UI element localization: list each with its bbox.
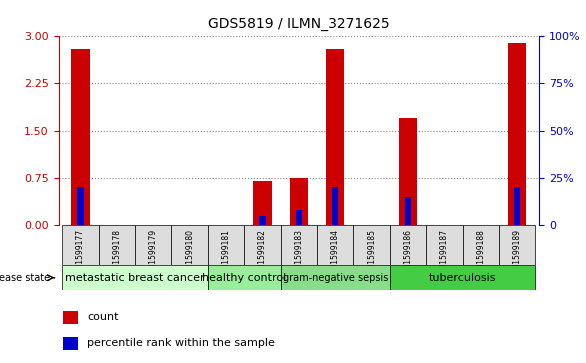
FancyBboxPatch shape [281, 265, 390, 290]
FancyBboxPatch shape [62, 225, 98, 265]
FancyBboxPatch shape [353, 225, 390, 265]
Bar [259, 216, 265, 225]
Bar [253, 181, 271, 225]
FancyBboxPatch shape [281, 225, 317, 265]
FancyBboxPatch shape [62, 265, 208, 290]
Text: percentile rank within the sample: percentile rank within the sample [87, 338, 275, 348]
Text: GSM1599179: GSM1599179 [149, 229, 158, 280]
Bar [296, 210, 302, 225]
Text: metastatic breast cancer: metastatic breast cancer [65, 273, 205, 283]
Bar [399, 118, 417, 225]
Text: GSM1599181: GSM1599181 [222, 229, 230, 280]
FancyBboxPatch shape [463, 225, 499, 265]
Text: GSM1599184: GSM1599184 [331, 229, 340, 280]
FancyBboxPatch shape [135, 225, 172, 265]
Text: GSM1599178: GSM1599178 [113, 229, 121, 280]
Text: GSM1599187: GSM1599187 [440, 229, 449, 280]
Text: GSM1599182: GSM1599182 [258, 229, 267, 280]
Text: GSM1599189: GSM1599189 [513, 229, 522, 280]
FancyBboxPatch shape [208, 225, 244, 265]
FancyBboxPatch shape [390, 225, 426, 265]
Bar [514, 187, 520, 225]
Text: disease state: disease state [0, 273, 50, 283]
Text: GSM1599183: GSM1599183 [294, 229, 304, 280]
FancyBboxPatch shape [317, 225, 353, 265]
Text: GSM1599180: GSM1599180 [185, 229, 194, 280]
Bar [63, 311, 78, 324]
FancyBboxPatch shape [244, 225, 281, 265]
Text: count: count [87, 312, 119, 322]
Bar [289, 178, 308, 225]
FancyBboxPatch shape [390, 265, 536, 290]
FancyBboxPatch shape [426, 225, 463, 265]
Bar [326, 49, 345, 225]
Bar [508, 42, 526, 225]
Text: GSM1599177: GSM1599177 [76, 229, 85, 280]
Text: healthy control: healthy control [202, 273, 287, 283]
Bar [405, 197, 411, 225]
Bar [77, 187, 84, 225]
Title: GDS5819 / ILMN_3271625: GDS5819 / ILMN_3271625 [208, 17, 390, 31]
Bar [71, 49, 90, 225]
Text: GSM1599186: GSM1599186 [404, 229, 413, 280]
Bar [63, 337, 78, 350]
FancyBboxPatch shape [172, 225, 208, 265]
Text: GSM1599185: GSM1599185 [367, 229, 376, 280]
Text: GSM1599188: GSM1599188 [476, 229, 485, 280]
FancyBboxPatch shape [499, 225, 536, 265]
FancyBboxPatch shape [98, 225, 135, 265]
Text: tuberculosis: tuberculosis [429, 273, 496, 283]
Bar [332, 187, 339, 225]
Text: gram-negative sepsis: gram-negative sepsis [282, 273, 388, 283]
FancyBboxPatch shape [208, 265, 281, 290]
